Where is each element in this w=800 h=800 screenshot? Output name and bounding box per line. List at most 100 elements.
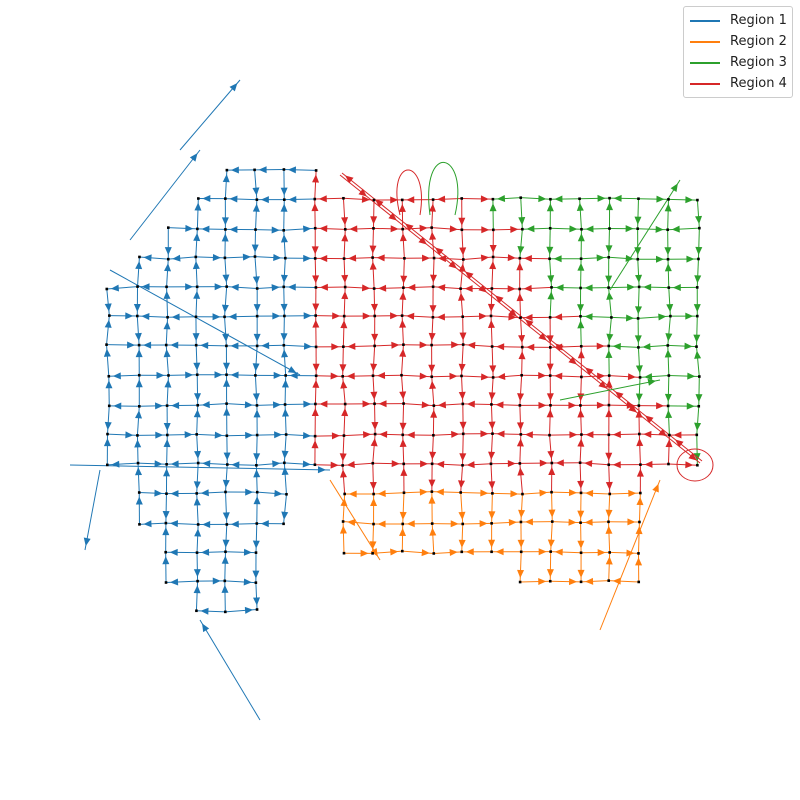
edge-arrowhead: [282, 408, 289, 417]
edge-arrowhead: [625, 314, 635, 322]
edge-arrowhead: [606, 333, 614, 342]
edge-arrowhead: [480, 195, 489, 203]
edge-arrowhead: [613, 194, 622, 202]
legend-label-region-4: Region 4: [730, 76, 787, 91]
edge-arrowhead: [577, 320, 585, 329]
network-node: [518, 287, 521, 291]
network-node: [166, 226, 170, 229]
edge-arrowhead: [222, 539, 230, 548]
edge-arrowhead: [435, 488, 444, 496]
network-node: [224, 490, 227, 494]
edge-arrowhead: [156, 371, 165, 379]
network-node: [636, 317, 640, 320]
edge-arrowhead: [418, 236, 427, 245]
network-node: [579, 257, 583, 261]
edge-arrowhead: [170, 460, 179, 468]
edge-arrowhead: [231, 461, 240, 469]
edge-arrowhead: [154, 460, 163, 468]
edge-arrowhead: [523, 284, 532, 292]
edge-arrowhead: [399, 319, 407, 328]
legend-swatch-region-2: [690, 40, 720, 43]
edge-arrowhead: [280, 303, 288, 312]
edge-arrowhead: [577, 510, 585, 519]
legend-swatch-region-4: [690, 82, 720, 85]
network-node: [637, 346, 640, 349]
edge-arrowhead: [497, 373, 506, 381]
edge-region-1: [69, 464, 331, 471]
edge-arrowhead: [496, 430, 505, 438]
edge-arrowhead: [421, 549, 430, 557]
edge-arrowhead: [507, 285, 516, 293]
network-node: [607, 579, 611, 582]
network-node: [695, 433, 699, 437]
edge-arrowhead: [428, 495, 436, 504]
edge-arrowhead: [647, 378, 657, 386]
edge-arrowhead: [488, 392, 496, 401]
edge-region-4: [316, 375, 343, 377]
network-node: [548, 316, 552, 319]
network-node: [461, 432, 465, 436]
edge-arrowhead: [419, 488, 428, 496]
edge-arrowhead: [458, 511, 466, 520]
edge-arrowhead: [201, 225, 210, 233]
edge-arrowhead: [253, 597, 261, 606]
edge-arrowhead: [451, 341, 460, 349]
network-node: [667, 286, 671, 289]
edge-arrowhead: [518, 509, 526, 518]
network-node: [639, 491, 642, 495]
edge-arrowhead: [110, 284, 120, 292]
edge-arrowhead: [430, 274, 437, 283]
network-node: [462, 258, 465, 261]
edge-arrowhead: [362, 400, 371, 408]
network-node: [400, 373, 403, 377]
network-node: [282, 285, 286, 289]
edge-arrowhead: [605, 556, 613, 565]
edge-arrowhead: [272, 312, 281, 320]
edge-arrowhead: [685, 196, 694, 204]
edge-arrowhead: [390, 312, 399, 320]
network-node: [489, 314, 493, 318]
network-node: [459, 491, 463, 494]
network-node: [666, 404, 670, 408]
network-node: [136, 434, 139, 437]
edge-arrowhead: [185, 283, 194, 291]
network-node: [461, 463, 464, 467]
network-node: [164, 521, 168, 525]
edge-arrowhead: [391, 460, 400, 468]
edge-arrowhead: [577, 304, 585, 313]
edge-arrowhead: [634, 335, 642, 344]
network-node: [107, 374, 111, 378]
edge-arrowhead: [399, 291, 407, 300]
network-node: [254, 581, 258, 584]
network-node: [459, 287, 462, 290]
network-node: [402, 402, 405, 405]
edge-arrowhead: [377, 372, 386, 380]
network-node: [580, 433, 583, 436]
edge-arrowhead: [369, 541, 377, 550]
edge-arrowhead: [577, 393, 585, 402]
network-node: [196, 579, 199, 583]
network-node: [548, 346, 552, 349]
network-node: [461, 522, 465, 526]
edge-arrowhead: [546, 409, 554, 418]
network-node: [284, 374, 287, 377]
edge-arrowhead: [686, 402, 695, 410]
network-node: [343, 285, 347, 289]
edge-arrowhead: [643, 283, 652, 291]
network-node: [519, 550, 523, 554]
edge-arrowhead: [193, 362, 201, 371]
edge-arrowhead: [223, 378, 231, 387]
edge-arrowhead: [685, 461, 694, 469]
edge-arrowhead: [656, 195, 665, 203]
edge-arrowhead: [230, 283, 239, 291]
edge-arrowhead: [546, 363, 554, 372]
edge-arrowhead: [378, 400, 387, 408]
edge-arrowhead: [626, 401, 635, 409]
edge-arrowhead: [390, 225, 399, 233]
edge-region-1: [257, 286, 284, 289]
edge-arrowhead: [495, 401, 504, 409]
edge-arrowhead: [695, 215, 703, 225]
edge-arrowhead: [596, 401, 605, 409]
edge-arrowhead: [458, 391, 466, 400]
edge-arrowhead: [280, 234, 288, 243]
